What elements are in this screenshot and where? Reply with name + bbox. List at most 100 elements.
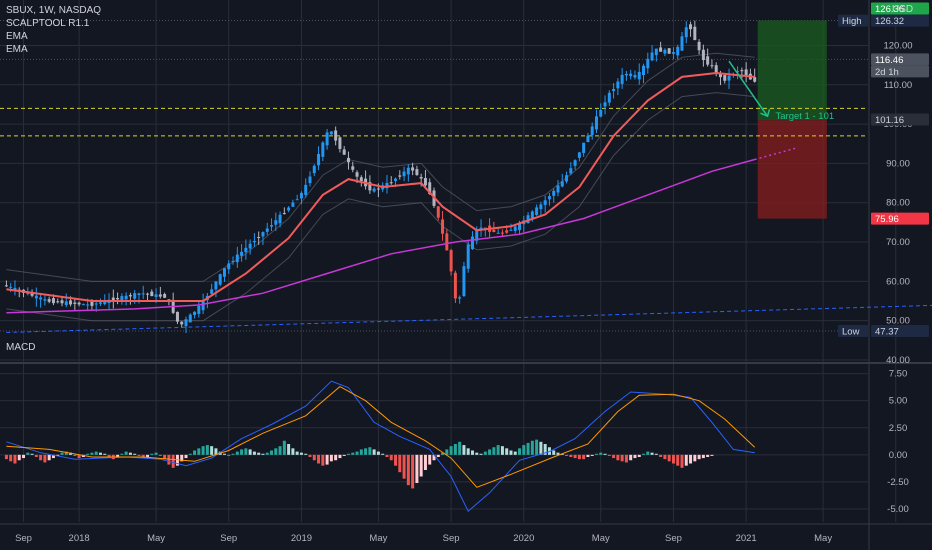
macd-histogram-bar	[616, 454, 620, 461]
candle-body	[308, 176, 312, 184]
candle-body	[659, 47, 663, 52]
candle-body	[689, 24, 693, 30]
macd-histogram-bar	[650, 452, 654, 455]
macd-histogram-bar	[184, 454, 188, 459]
macd-histogram-bar	[372, 449, 376, 455]
chart-legend: SBUX, 1W, NASDAQ SCALPTOOL R1.1 EMA EMA	[6, 4, 101, 56]
candlesticks	[4, 20, 757, 333]
tp-price-tag: 126.36	[875, 4, 904, 15]
macd-histogram-bar	[483, 451, 487, 455]
candle-body	[586, 135, 590, 143]
price-tick-label: 60.00	[886, 276, 910, 287]
candle-body	[419, 176, 423, 179]
macd-legend[interactable]: MACD	[6, 342, 36, 353]
macd-histogram-bar	[629, 454, 633, 461]
candle-body	[394, 178, 398, 181]
macd-histogram-bar	[667, 454, 671, 462]
macd-histogram-bar	[693, 454, 697, 462]
candle-body	[445, 233, 449, 251]
macd-histogram-bar	[4, 454, 8, 460]
candle-body	[714, 65, 718, 73]
macd-histogram-bar	[346, 453, 350, 455]
candle-body	[261, 232, 265, 237]
indicator-scalptool[interactable]: SCALPTOOL R1.1	[6, 18, 90, 29]
macd-histogram-bar	[214, 448, 218, 455]
macd-histogram-bar	[338, 454, 342, 459]
macd-histogram-bar	[240, 449, 244, 455]
current-price-tag: 116.46	[875, 55, 903, 66]
candle-body	[240, 251, 244, 256]
macd-histogram-bar	[530, 440, 534, 455]
candle-body	[577, 152, 581, 158]
candle-body	[671, 52, 675, 54]
macd-histogram-bar	[475, 452, 479, 455]
candle-body	[146, 293, 150, 295]
time-axis[interactable]: Sep 2018 May Sep 2019 May Sep 2020 May Sep 2021 May	[15, 533, 832, 544]
macd-histogram-bar	[69, 452, 73, 455]
macd-histogram-bar	[270, 450, 274, 455]
macd-histogram-bar	[222, 453, 226, 455]
candle-body	[252, 240, 256, 243]
candle-body	[569, 168, 573, 174]
candle-body	[599, 109, 603, 117]
macd-histogram-bar	[624, 454, 628, 463]
candle-body	[509, 229, 513, 231]
time-tick-label: Sep	[665, 533, 682, 544]
macd-histogram-bar	[317, 454, 321, 464]
candle-body	[667, 48, 671, 54]
macd-histogram-bar	[458, 441, 462, 455]
candle-body	[466, 244, 470, 269]
macd-histogram-bar	[505, 448, 509, 455]
candle-body	[573, 160, 577, 166]
macd-histogram-bar	[637, 454, 641, 457]
indicator-ema-2[interactable]: EMA	[6, 44, 28, 55]
macd-histogram-bar	[646, 451, 650, 455]
price-axis[interactable]: 40.0050.0060.0070.0080.0090.00100.00110.…	[883, 40, 912, 515]
time-tick-label: May	[147, 533, 165, 544]
macd-histogram-bar	[308, 454, 312, 457]
macd-histogram-bar	[526, 442, 530, 455]
macd-histogram-bar	[197, 448, 201, 455]
candle-body	[496, 232, 500, 234]
macd-histogram-bar	[582, 454, 586, 460]
macd-histogram-bar	[518, 448, 522, 455]
candle-body	[120, 296, 124, 302]
macd-histogram-bar	[22, 454, 26, 459]
tp-price-tag-bg	[871, 2, 929, 15]
candle-body	[163, 294, 167, 298]
macd-histogram-bar	[210, 446, 214, 455]
candle-body	[539, 204, 543, 210]
macd-histogram-bar	[90, 452, 94, 455]
candle-body	[441, 219, 445, 234]
macd-histogram-bar	[659, 454, 663, 457]
candle-body	[727, 75, 731, 81]
macd-histogram-bar	[201, 446, 205, 455]
macd-histogram-bar	[663, 454, 667, 460]
macd-histogram-bar	[522, 445, 526, 455]
indicator-ema-1[interactable]: EMA	[6, 31, 28, 42]
macd-histogram-bar	[612, 454, 616, 459]
currency-label[interactable]: USD	[892, 4, 914, 15]
macd-histogram-bar	[291, 448, 295, 455]
macd-histogram-bar	[543, 444, 547, 455]
macd-histogram-bar	[381, 453, 385, 455]
macd-tick-label: -5.00	[887, 504, 909, 515]
macd-histogram-bar	[163, 454, 167, 460]
macd-histogram-bar	[701, 454, 705, 459]
macd-histogram-bar	[419, 454, 423, 477]
macd-histogram-bar	[278, 446, 282, 455]
candle-body	[175, 311, 179, 322]
candle-body	[680, 36, 684, 51]
stop-price-tag: 75.96	[875, 214, 899, 225]
candle-body	[312, 165, 316, 174]
macd-histogram-bar	[287, 444, 291, 455]
symbol-line[interactable]: SBUX, 1W, NASDAQ	[6, 5, 102, 16]
candle-body	[642, 65, 646, 76]
candle-body	[697, 41, 701, 51]
candle-body	[43, 299, 47, 301]
macd-histogram-bar	[128, 452, 132, 455]
candle-body	[244, 247, 248, 253]
candle-body	[34, 295, 38, 299]
candle-body	[94, 303, 98, 305]
